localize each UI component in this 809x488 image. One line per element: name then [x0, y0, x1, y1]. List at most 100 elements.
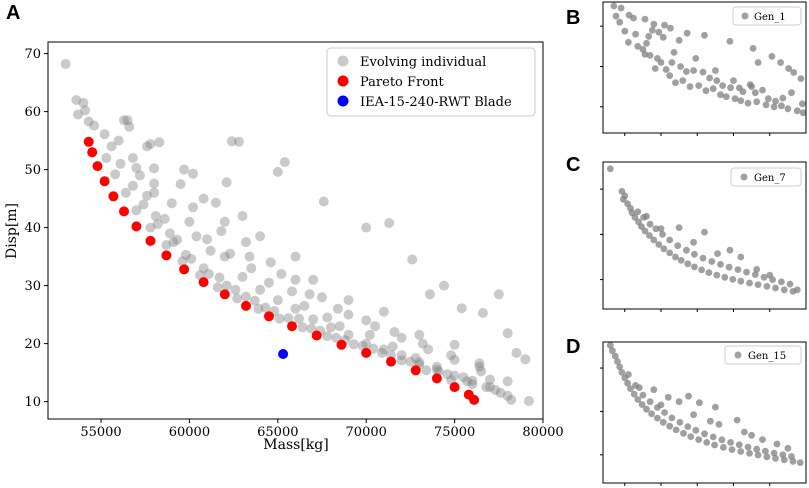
gen7-gen-7-point-44: [725, 263, 733, 271]
main-evolving-individual-point-24: [424, 289, 435, 300]
gen1-gen-1-point-54: [679, 77, 687, 84]
gen1-gen-1-point-72: [643, 39, 650, 47]
gen1-gen-1-point-22: [785, 65, 792, 72]
main-evolving-individual-point-158: [142, 141, 152, 152]
main-evolving-individual-point-132: [325, 322, 336, 333]
gen1-gen-1-point-59: [717, 91, 724, 99]
main-evolving-individual-point-131: [308, 314, 319, 325]
panel-label-a: A: [6, 2, 20, 24]
main-pareto-front-point-12: [241, 300, 251, 311]
gen7-gen-7-point-43: [717, 261, 724, 268]
main-pareto-front-point-1: [87, 147, 98, 158]
gen15-gen-15-point-68: [706, 417, 714, 425]
gen1-gen-1-point-70: [799, 109, 807, 117]
main-pareto-front-point-6: [131, 221, 142, 232]
main-evolving-individual-point-146: [241, 237, 251, 248]
main-evolving-individual-point-165: [332, 303, 343, 314]
main-evolving-individual-point-62: [485, 374, 495, 385]
gen15-gen-15-point-58: [696, 399, 703, 407]
main-pareto-front-point-11: [219, 289, 230, 300]
main-x-axis-label: Mass[kg]: [263, 437, 328, 453]
main-pareto-front-point-2: [92, 161, 103, 172]
gen1-gen-1-point-53: [672, 79, 679, 86]
gen7-gen-7-point-40: [691, 250, 698, 258]
main-evolving-individual-point-64: [134, 170, 145, 181]
main-evolving-individual-point-0: [60, 59, 71, 69]
legend-marker-reference: [337, 95, 349, 107]
main-iea-15-240-rwt-blade-point-0: [278, 349, 289, 359]
gen15-gen-15-point-55: [664, 393, 672, 401]
legend-marker-pareto: [337, 75, 349, 87]
gen15-gen-15-point-17: [672, 426, 680, 434]
main-evolving-individual-point-153: [423, 344, 434, 355]
main-evolving-individual-point-169: [446, 350, 457, 361]
gen1-gen-1-point-61: [731, 95, 739, 103]
main-pareto-front-point-18: [386, 356, 396, 367]
main-pareto-front-point-10: [198, 277, 209, 288]
gen1-gen-1-point-63: [744, 99, 752, 107]
main-evolving-individual-point-47: [225, 248, 236, 259]
gen1-gen-1-point-10: [621, 27, 629, 35]
gen7-gen-7-point-3: [619, 195, 627, 203]
main-evolving-individual-point-15: [210, 197, 221, 208]
main-evolving-individual-point-139: [449, 370, 460, 381]
main-x-tick-label-3: 70000: [346, 425, 387, 440]
gen7-gen-7-point-25: [737, 277, 745, 285]
legend-label-pareto: Pareto Front: [360, 75, 444, 90]
panel-label-d: D: [566, 336, 580, 358]
main-evolving-individual-point-122: [149, 178, 160, 189]
main-evolving-individual-point-142: [502, 390, 513, 401]
gen7-gen-7-point-47: [751, 271, 759, 278]
main-evolving-individual-point-25: [439, 280, 449, 291]
main-evolving-individual-point-10: [145, 139, 156, 150]
main-y-axis-label: Disp[m]: [4, 203, 20, 259]
gen1-gen-1-point-32: [683, 68, 690, 75]
main-x-ticks: 55000 60000 65000 70000 75000 80000: [80, 419, 564, 440]
gen1-gen-1-point-50: [651, 65, 659, 72]
main-evolving-individual-point-134: [361, 338, 372, 349]
gen15-gen-15-point-19: [687, 433, 695, 440]
gen1-gen-1-point-76: [730, 77, 737, 84]
main-evolving-individual-point-2: [78, 97, 89, 108]
main-y-tick-label-4: 50: [24, 163, 41, 178]
main-evolving-individual-point-108: [212, 282, 223, 293]
main-evolving-individual-point-150: [343, 309, 354, 320]
main-plot-frame: [47, 41, 544, 420]
main-evolving-individual-point-126: [219, 251, 230, 262]
gen1-legend-box: [732, 6, 802, 26]
main-evolving-individual-point-58: [458, 372, 469, 383]
main-evolving-individual-point-149: [317, 292, 327, 303]
main-evolving-individual-point-88: [203, 269, 214, 279]
main-evolving-individual-point-51: [299, 300, 310, 311]
gen7-gen-7-point-11: [646, 232, 653, 239]
main-evolving-individual-point-35: [414, 329, 425, 340]
gen1-plot-frame: [602, 1, 807, 134]
main-evolving-individual-point-121: [131, 162, 142, 173]
main-evolving-individual-point-163: [276, 269, 287, 279]
gen7-gen-7-point-27: [754, 281, 762, 288]
gen1-gen-1-point-73: [670, 49, 678, 56]
main-evolving-individual-point-166: [361, 315, 372, 326]
gen1-gen-1-point-27: [646, 52, 654, 59]
main-pareto-front-point-7: [145, 235, 156, 246]
main-evolving-individual-point-46: [205, 245, 216, 256]
main-evolving-individual-point-11: [154, 137, 165, 148]
gen1-gen-1-point-1: [617, 4, 625, 12]
main-evolving-individual-point-151: [370, 321, 381, 332]
main-evolving-individual-point-141: [485, 382, 495, 393]
gen15-gen-15-point-3: [614, 358, 621, 365]
gen15-gen-15-point-54: [650, 386, 658, 394]
gen7-gen-7-point-19: [691, 263, 698, 271]
main-evolving-individual-point-22: [384, 218, 395, 228]
gen15-gen-15-point-9: [630, 390, 638, 398]
main-evolving-individual-point-170: [474, 361, 485, 372]
main-x-tick-label-5: 80000: [522, 425, 563, 440]
gen1-gen-1-point-5: [630, 14, 637, 22]
gen7-legend-marker: [740, 173, 748, 181]
main-x-tick-label-4: 75000: [434, 425, 475, 440]
gen7-gen-7-point-35: [652, 225, 660, 233]
main-evolving-individual-point-34: [449, 339, 460, 350]
gen15-gen-15-point-62: [748, 431, 755, 439]
main-evolving-individual-point-127: [237, 271, 248, 282]
gen15-gen-15-point-2: [611, 352, 619, 360]
